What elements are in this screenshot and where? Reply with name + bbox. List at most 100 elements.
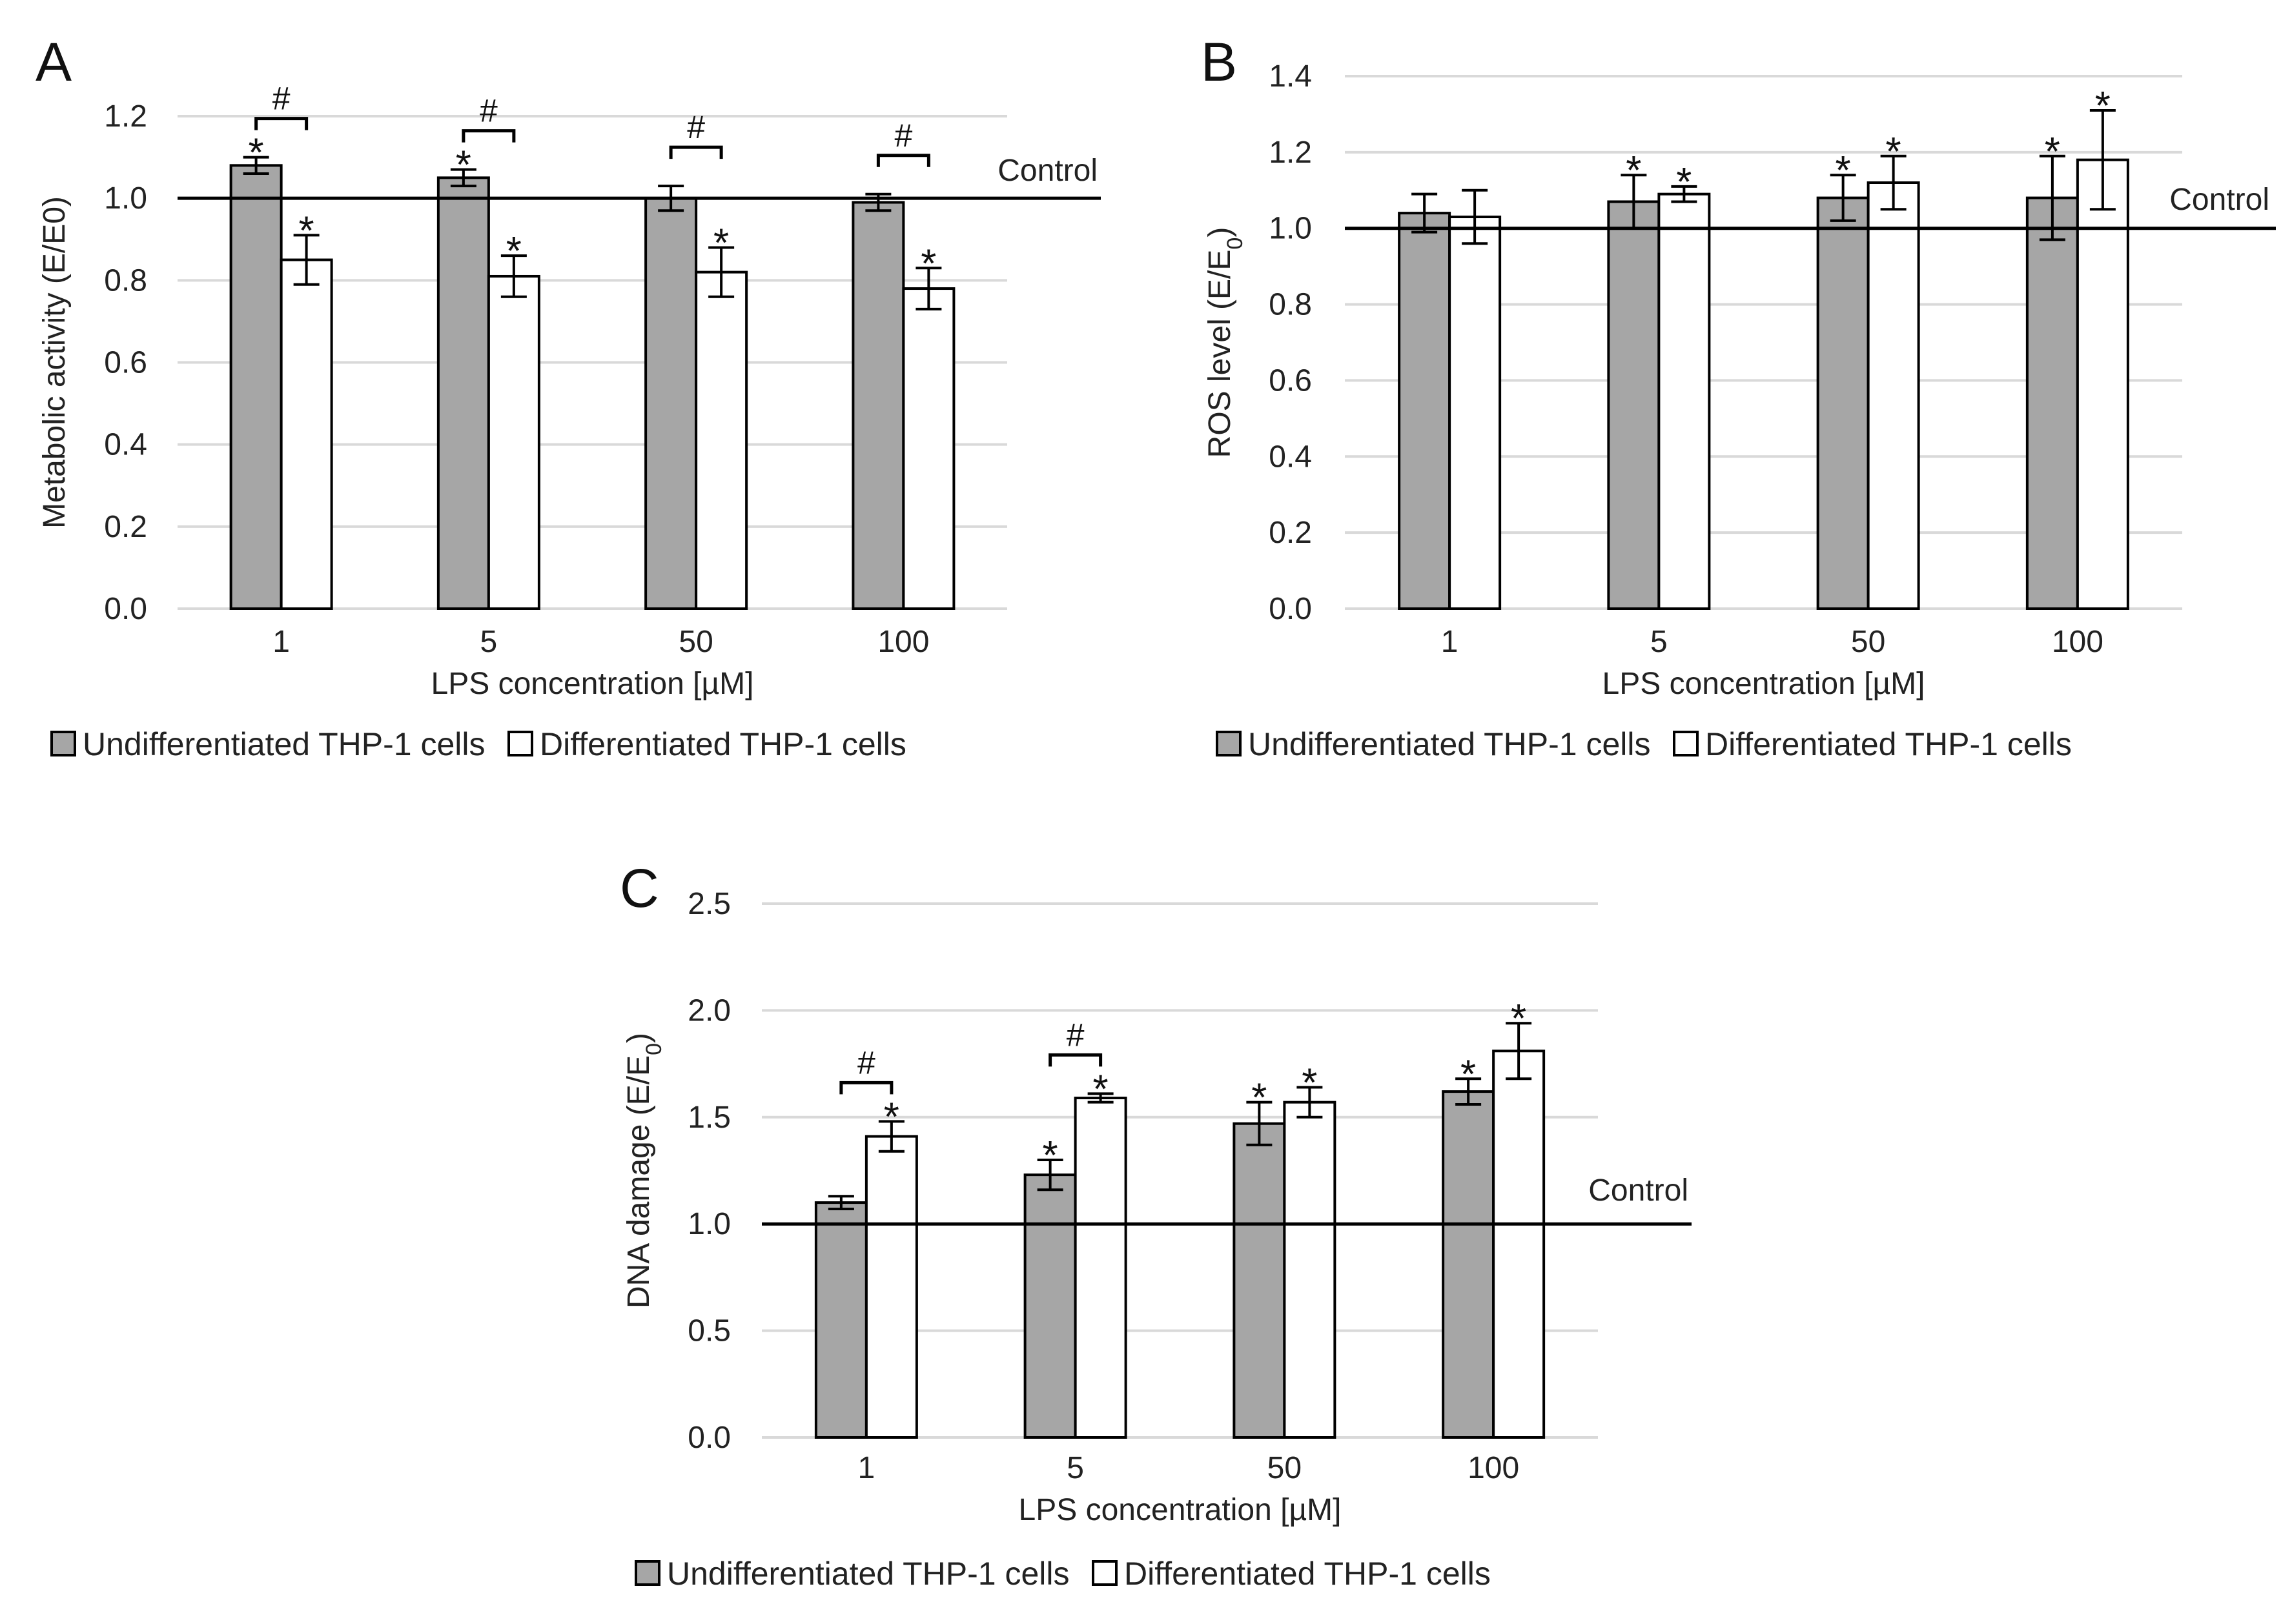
x-tick-label: 5 [1067, 1451, 1084, 1485]
legend: Undifferentiated THP-1 cells Differentiat… [635, 1556, 1491, 1592]
y-tick-label: 0.4 [1269, 440, 1312, 474]
y-tick-label: 1.0 [104, 181, 147, 216]
bar-differentiated-5 [1074, 1097, 1127, 1439]
y-tick-label: 0.2 [1269, 516, 1312, 550]
significance-star: * [1043, 1133, 1058, 1178]
bar-differentiated-50 [1283, 1101, 1336, 1439]
significance-hash: # [1067, 1017, 1085, 1053]
control-label: Control [998, 154, 1098, 188]
y-tick-label: 1.2 [104, 99, 147, 134]
x-tick-label: 100 [877, 625, 929, 659]
significance-hash: # [687, 109, 705, 145]
bar-differentiated-50 [695, 270, 748, 611]
x-tick-label: 1 [1441, 625, 1458, 659]
y-tick-label: 0.0 [1269, 592, 1312, 626]
legend-swatch-differentiated [1673, 731, 1699, 756]
legend-swatch-differentiated [1092, 1560, 1118, 1586]
legend-label-differentiated: Differentiated THP-1 cells [540, 726, 906, 762]
significance-star: * [884, 1095, 899, 1139]
control-label: Control [2169, 183, 2269, 217]
legend-label-differentiated: Differentiated THP-1 cells [1124, 1556, 1491, 1592]
y-tick-label: 0.0 [104, 592, 147, 626]
significance-hash: # [857, 1044, 875, 1081]
x-tick-label: 100 [1468, 1451, 1519, 1485]
legend-swatch-undifferentiated [50, 731, 76, 756]
y-tick-label: 1.5 [688, 1101, 731, 1135]
panel-letter: C [620, 858, 659, 919]
x-tick-label: 50 [1851, 625, 1885, 659]
bar-undifferentiated-1 [1398, 212, 1451, 610]
significance-bracket [876, 154, 930, 167]
y-tick-label: 2.0 [688, 993, 731, 1028]
bar-undifferentiated-50 [644, 197, 698, 610]
x-axis-label: LPS concentration [µM] [1019, 1493, 1342, 1527]
significance-star: * [1886, 130, 1901, 174]
significance-star: * [2095, 84, 2111, 128]
bar-differentiated-1 [865, 1135, 918, 1439]
significance-star: * [1460, 1052, 1476, 1097]
bar-undifferentiated-50 [1233, 1122, 1286, 1439]
bar-undifferentiated-50 [1816, 196, 1870, 611]
y-tick-label: 1.4 [1269, 59, 1312, 94]
significance-star: * [1251, 1076, 1267, 1121]
legend-swatch-differentiated [507, 731, 533, 756]
x-axis-label: LPS concentration [µM] [1602, 667, 1925, 701]
bar-undifferentiated-100 [1442, 1090, 1495, 1439]
y-tick-label: 0.6 [1269, 363, 1312, 398]
chart-panel-B: B 0.0 0.2 0.4 0.6 0.8 1.0 1.2 1.4 ROS level (E/E0… [1201, 32, 2276, 762]
bar-differentiated-1 [1448, 216, 1502, 610]
significance-star: * [1093, 1067, 1109, 1111]
significance-bracket [1049, 1053, 1103, 1067]
legend-swatch-undifferentiated [635, 1560, 660, 1586]
legend: Undifferentiated THP-1 cells Differentiat… [1216, 726, 2072, 762]
y-tick-label: 1.0 [1269, 212, 1312, 246]
y-axis-label: ROS level (E/E0) [1203, 227, 1247, 458]
legend-label-undifferentiated: Undifferentiated THP-1 cells [83, 726, 485, 762]
y-tick-label: 1.2 [1269, 136, 1312, 170]
legend-swatch-undifferentiated [1216, 731, 1242, 756]
bar-undifferentiated-1 [229, 164, 283, 610]
significance-star: * [506, 229, 522, 274]
significance-bracket [669, 145, 723, 159]
significance-star: * [1626, 148, 1641, 193]
y-tick-label: 2.5 [688, 887, 731, 921]
panel-letter: B [1201, 32, 1237, 92]
legend-label-undifferentiated: Undifferentiated THP-1 cells [1248, 726, 1650, 762]
y-tick-label: 1.0 [688, 1207, 731, 1241]
x-tick-label: 100 [2052, 625, 2103, 659]
control-label: Control [1588, 1173, 1688, 1208]
bar-undifferentiated-5 [436, 176, 490, 610]
y-tick-label: 0.2 [104, 510, 147, 544]
significance-star: * [1836, 148, 1851, 193]
x-tick-label: 1 [272, 625, 290, 659]
y-axis-label: Metabolic activity (E/E0) [37, 196, 72, 529]
bar-differentiated-100 [902, 287, 956, 610]
bar-undifferentiated-100 [852, 201, 905, 610]
significance-hash: # [480, 93, 498, 129]
x-tick-label: 50 [1267, 1451, 1302, 1485]
y-tick-label: 0.8 [1269, 288, 1312, 322]
x-tick-label: 1 [858, 1451, 875, 1485]
x-axis-label: LPS concentration [µM] [431, 667, 754, 701]
bar-differentiated-5 [487, 274, 540, 611]
x-tick-label: 5 [1650, 625, 1668, 659]
bar-differentiated-100 [1492, 1050, 1546, 1439]
legend: Undifferentiated THP-1 cells Differentiat… [50, 726, 906, 762]
significance-star: * [1302, 1061, 1317, 1105]
legend-label-undifferentiated: Undifferentiated THP-1 cells [667, 1556, 1069, 1592]
legend-label-differentiated: Differentiated THP-1 cells [1705, 726, 2072, 762]
panel-letter: A [36, 32, 72, 92]
x-tick-label: 5 [480, 625, 498, 659]
chart-panel-A: A 0.0 0.2 0.4 0.6 0.8 1.0 1.2 Metabolic activity… [36, 32, 1101, 762]
y-tick-label: 0.5 [688, 1314, 731, 1348]
significance-bracket [839, 1081, 894, 1095]
bar-undifferentiated-100 [2025, 196, 2079, 611]
bar-undifferentiated-5 [1023, 1173, 1077, 1439]
bar-differentiated-1 [280, 258, 333, 610]
y-tick-label: 0.0 [688, 1421, 731, 1455]
y-tick-label: 0.6 [104, 346, 147, 380]
significance-star: * [2045, 130, 2060, 174]
significance-star: * [921, 241, 936, 286]
